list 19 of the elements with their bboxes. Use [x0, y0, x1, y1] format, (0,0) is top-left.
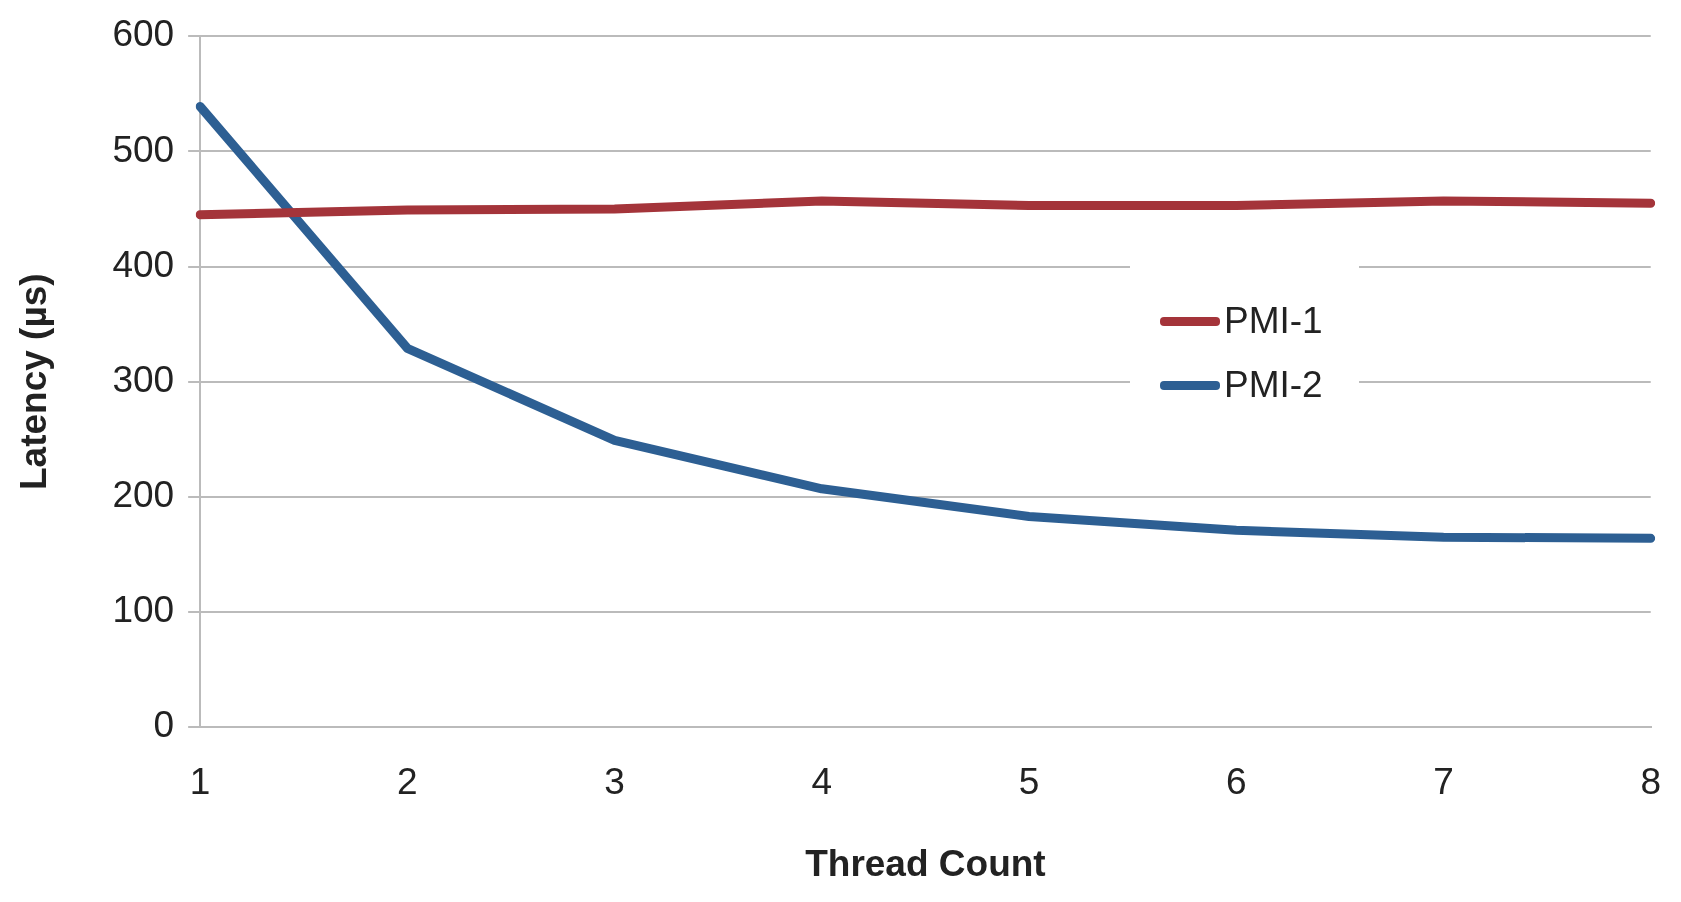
- x-tick-label: 6: [1225, 760, 1247, 802]
- x-tick-label: 7: [1433, 760, 1454, 802]
- y-tick-label: 0: [153, 704, 175, 746]
- x-tick-label: 8: [1640, 760, 1661, 802]
- legend-label: PMI-2: [1224, 364, 1323, 406]
- x-tick-label: 5: [1018, 760, 1040, 802]
- legend-label: PMI-1: [1224, 300, 1323, 342]
- x-axis-title: Thread Count: [805, 843, 1046, 884]
- y-tick-label: 500: [112, 128, 175, 170]
- y-tick-label: 600: [112, 13, 175, 55]
- y-tick-label: 400: [112, 243, 175, 285]
- y-tick-label: 200: [112, 474, 175, 516]
- y-tick-label: 100: [112, 589, 175, 631]
- y-axis-title: Latency (µs): [13, 273, 55, 491]
- y-tick-label: 300: [112, 358, 175, 400]
- x-tick-label: 1: [189, 760, 211, 802]
- x-tick-label: 4: [811, 760, 833, 802]
- x-tick-label: 3: [604, 760, 625, 802]
- x-tick-label: 2: [397, 760, 418, 802]
